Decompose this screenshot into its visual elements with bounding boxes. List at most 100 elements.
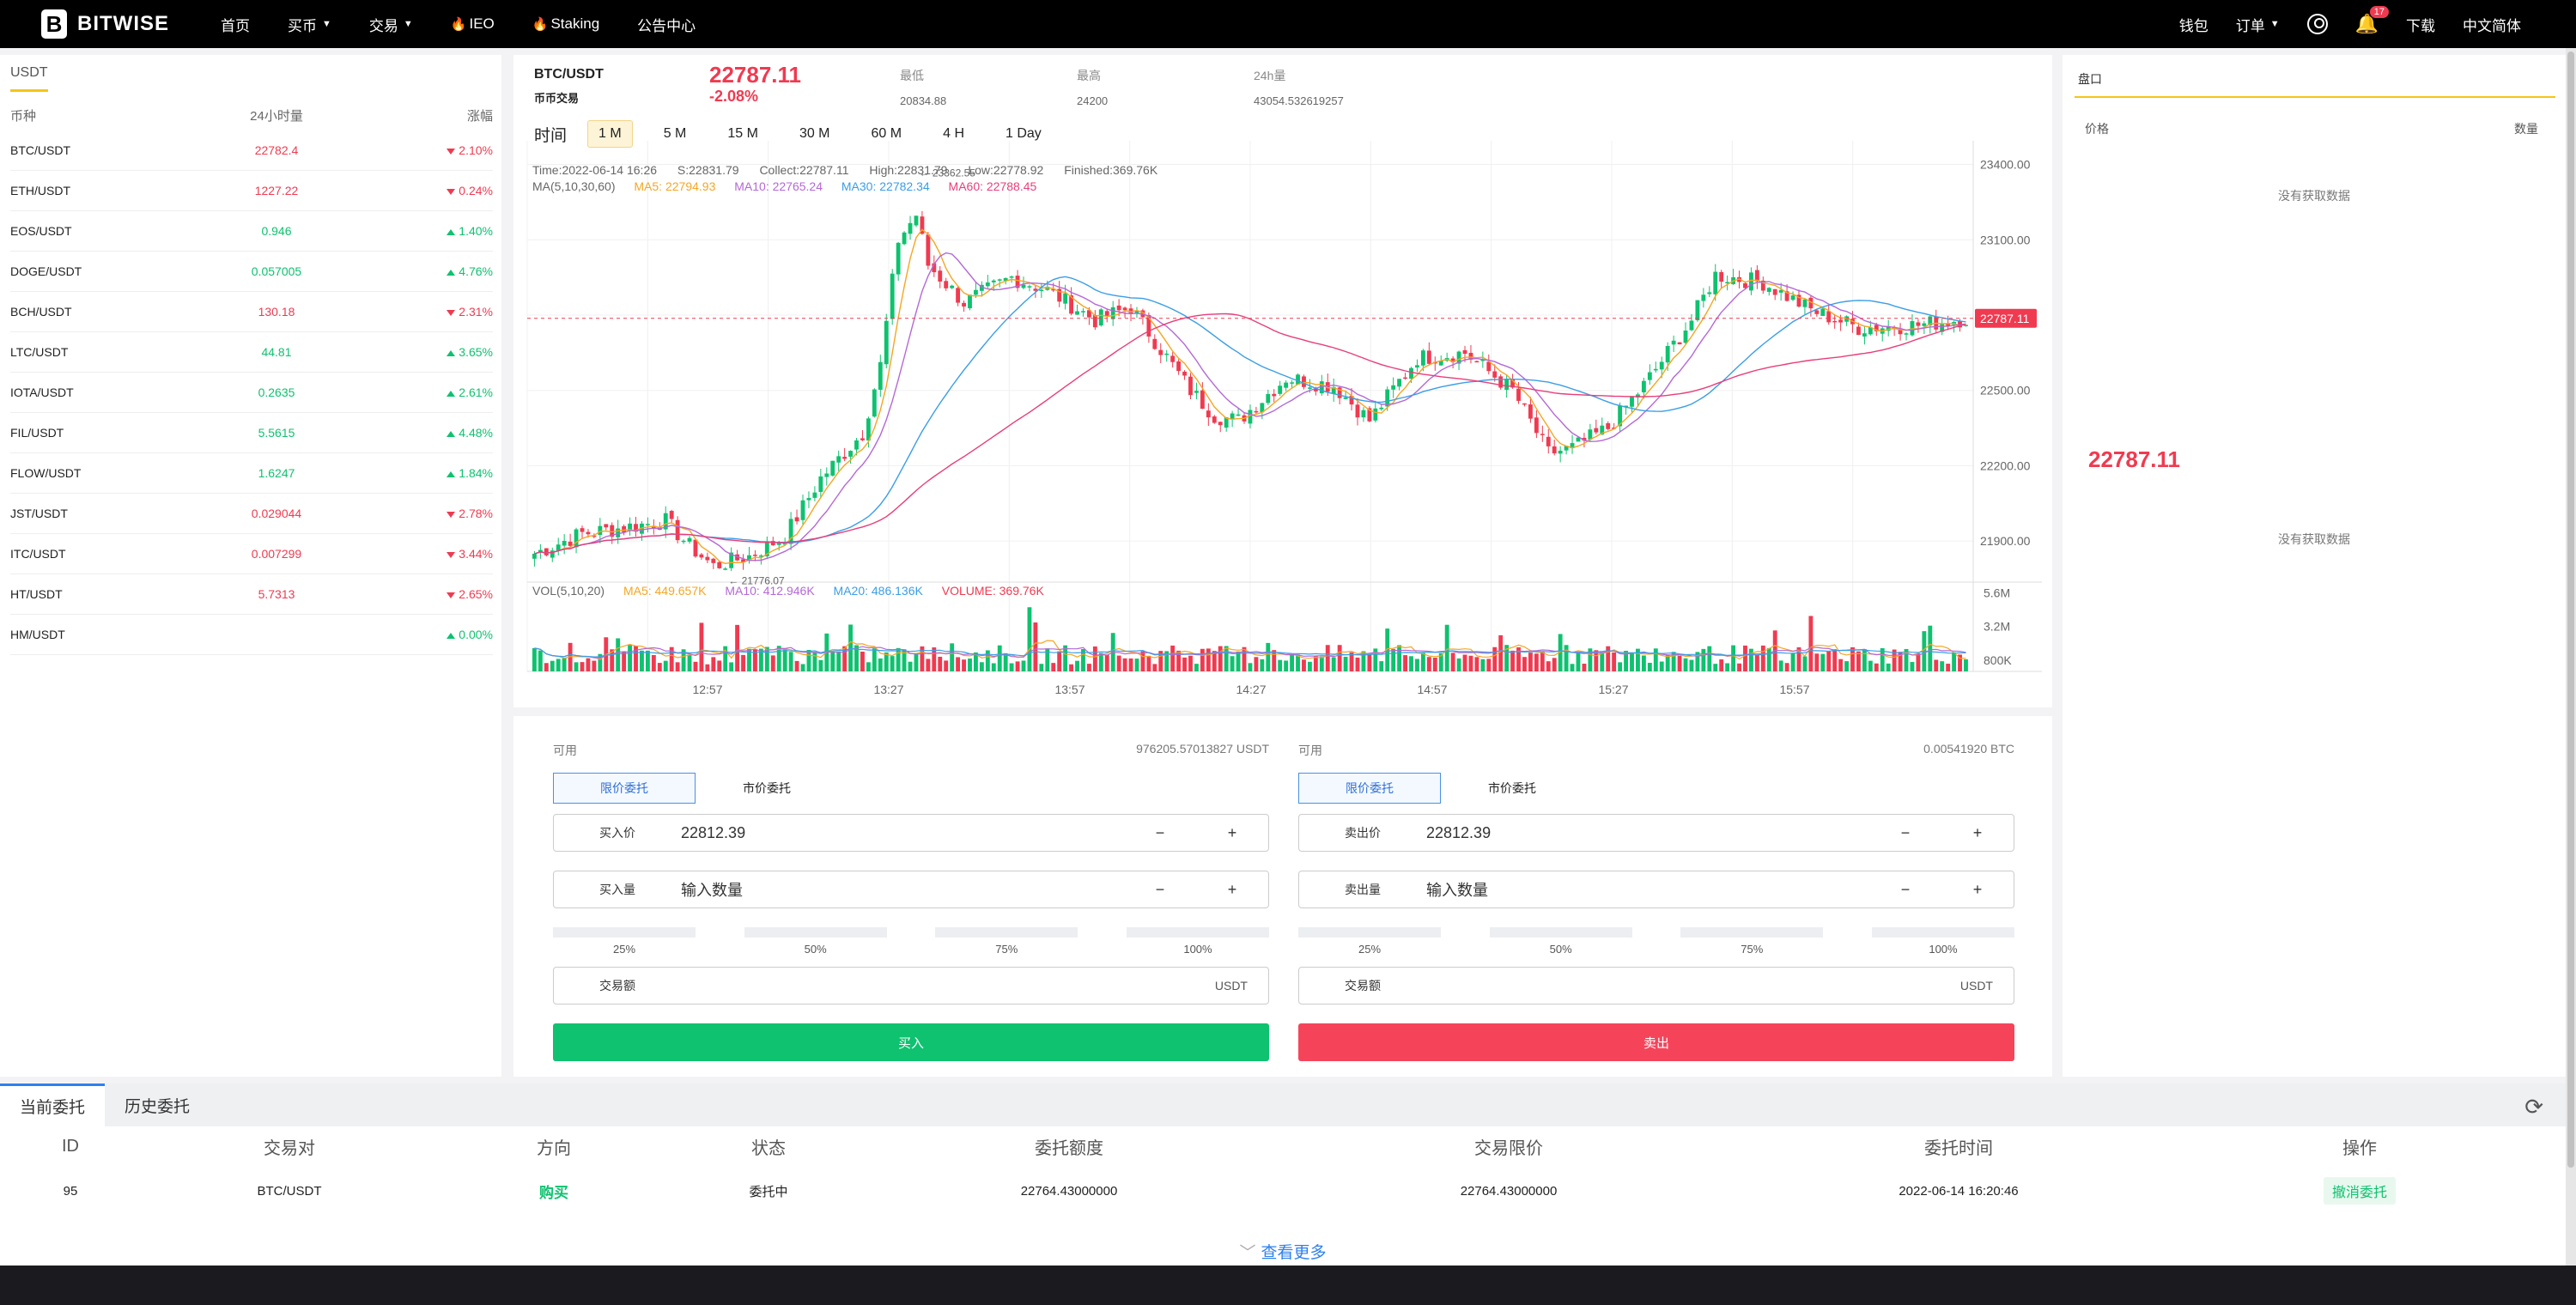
arrow-up-icon — [447, 430, 456, 437]
candle-body — [1570, 443, 1575, 449]
tab-history-orders[interactable]: 历史委托 — [124, 1097, 190, 1116]
refresh-icon[interactable]: ⟳ — [2524, 1094, 2543, 1120]
list-item[interactable]: LTC/USDT 44.81 3.65% — [10, 332, 493, 373]
list-item[interactable]: ITC/USDT 0.007299 3.44% — [10, 534, 493, 574]
sell-tab-limit[interactable]: 限价委托 — [1298, 773, 1441, 804]
volume-bar — [1952, 652, 1957, 671]
volume-bar — [1480, 659, 1485, 671]
volume-bar — [592, 660, 597, 671]
sell-price-decrement[interactable]: − — [1900, 823, 1911, 841]
interval-30m[interactable]: 30 M — [799, 126, 830, 141]
volume-bar — [1128, 658, 1133, 671]
tab-current-orders[interactable]: 当前委托 — [0, 1083, 105, 1126]
buy-tab-market[interactable]: 市价委托 — [743, 781, 791, 795]
list-item[interactable]: JST/USDT 0.029044 2.78% — [10, 494, 493, 534]
sell-qty-field[interactable]: 卖出量 输入数量 − + — [1298, 871, 2014, 908]
volume-bar — [962, 659, 966, 671]
list-item[interactable]: FIL/USDT 5.5615 4.48% — [10, 413, 493, 453]
candle-body — [628, 523, 632, 531]
page-scrollbar[interactable] — [2566, 48, 2576, 1266]
list-item[interactable]: HT/USDT 5.7313 2.65% — [10, 574, 493, 615]
download-link[interactable]: 下载 — [2406, 17, 2435, 34]
buy-tab-limit[interactable]: 限价委托 — [553, 773, 696, 804]
buy-qty-field[interactable]: 买入量 输入数量 − + — [553, 871, 1269, 908]
market-change-value: 3.65% — [459, 345, 493, 359]
buy-pct-25[interactable]: 25% — [553, 927, 696, 956]
chart-panel: BTC/USDT 币币交易 22787.11 -2.08% 最低 20834.88… — [513, 55, 2052, 707]
buy-button[interactable]: 买入 — [553, 1023, 1269, 1061]
list-item[interactable]: DOGE/USDT 0.057005 4.76% — [10, 252, 493, 292]
user-icon[interactable] — [2306, 14, 2328, 34]
scrollbar-thumb[interactable] — [2567, 52, 2574, 1168]
volume-bar — [788, 652, 793, 671]
candle-body — [1152, 338, 1157, 349]
col-limit: 交易限价 — [1474, 1138, 1543, 1158]
sell-pct-50[interactable]: 50% — [1489, 927, 1632, 956]
buy-pct-100[interactable]: 100% — [1126, 927, 1269, 956]
buy-pct-50[interactable]: 50% — [744, 927, 887, 956]
sell-qty-input[interactable]: 输入数量 — [1426, 882, 1488, 899]
buy-pct-75[interactable]: 75% — [935, 927, 1078, 956]
sell-qty-increment[interactable]: + — [1972, 880, 1983, 898]
buy-qty-decrement[interactable]: − — [1155, 880, 1165, 898]
wallet-link[interactable]: 钱包 — [2178, 17, 2208, 34]
min-price-annotation: ← 21776.07 — [728, 574, 785, 586]
candle-body — [1820, 308, 1826, 316]
orders-menu[interactable]: 订单 ▼ — [2236, 14, 2280, 35]
logo[interactable]: B BITWISE — [41, 9, 169, 39]
candle-body — [1319, 381, 1324, 394]
candle-body — [1928, 316, 1933, 325]
candle-body — [1003, 277, 1008, 282]
nav-item-label: 首页 — [221, 17, 250, 34]
nav-item-4[interactable]: 🔥 Staking — [532, 15, 599, 33]
interval-1m[interactable]: 1 M — [587, 120, 633, 148]
buy-qty-input[interactable]: 输入数量 — [681, 882, 743, 899]
volume-bar — [1612, 652, 1617, 671]
volume-bar — [1671, 652, 1676, 671]
sell-price-field[interactable]: 卖出价 22812.39 − + — [1298, 814, 2014, 852]
buy-qty-increment[interactable]: + — [1227, 880, 1237, 898]
buy-amount-field[interactable]: 交易额 USDT — [553, 967, 1269, 1005]
language-select[interactable]: 中文简体 — [2463, 17, 2521, 34]
list-item[interactable]: FLOW/USDT 1.6247 1.84% — [10, 453, 493, 494]
list-item[interactable]: IOTA/USDT 0.2635 2.61% — [10, 373, 493, 413]
list-item[interactable]: BTC/USDT 22782.4 2.10% — [10, 130, 493, 171]
sell-pct-100[interactable]: 100% — [1871, 927, 2014, 956]
nav-item-0[interactable]: 首页 — [221, 14, 250, 35]
nav-item-5[interactable]: 公告中心 — [637, 14, 696, 35]
interval-5m[interactable]: 5 M — [663, 126, 687, 141]
candle-body — [1236, 414, 1241, 416]
list-item[interactable]: BCH/USDT 130.18 2.31% — [10, 292, 493, 332]
sell-pct-75[interactable]: 75% — [1680, 927, 1824, 956]
cancel-order-button[interactable]: 撤消委托 — [2323, 1177, 2396, 1205]
sell-qty-decrement[interactable]: − — [1900, 880, 1911, 898]
buy-price-increment[interactable]: + — [1227, 823, 1237, 841]
ticker-pair: BTC/USDT — [534, 67, 604, 82]
buy-price-field[interactable]: 买入价 22812.39 − + — [553, 814, 1269, 852]
candle-body — [1516, 388, 1521, 401]
market-tab-usdt[interactable]: USDT — [10, 65, 48, 92]
candle-body — [1415, 365, 1419, 368]
buy-price-decrement[interactable]: − — [1155, 823, 1165, 841]
sell-price-input[interactable]: 22812.39 — [1426, 823, 1492, 841]
buy-price-input[interactable]: 22812.39 — [681, 823, 746, 841]
interval-1day[interactable]: 1 Day — [1005, 126, 1042, 141]
bell-icon[interactable]: 🔔 17 — [2355, 6, 2389, 35]
list-item[interactable]: EOS/USDT 0.946 1.40% — [10, 211, 493, 252]
kline-chart[interactable]: 23400.0023100.0022800.0022500.0022200.00… — [513, 55, 2052, 707]
sell-price-increment[interactable]: + — [1972, 823, 1983, 841]
interval-60m[interactable]: 60 M — [871, 126, 902, 141]
interval-4h[interactable]: 4 H — [943, 126, 964, 141]
sell-pct-25[interactable]: 25% — [1298, 927, 1441, 956]
sell-button[interactable]: 卖出 — [1298, 1023, 2014, 1061]
nav-item-3[interactable]: 🔥 IEO — [451, 15, 495, 33]
nav-item-1[interactable]: 买币 ▼ — [288, 14, 331, 35]
volume-bar — [1964, 659, 1968, 671]
list-item[interactable]: HM/USDT 0.00% — [10, 615, 493, 655]
sell-tab-market[interactable]: 市价委托 — [1488, 781, 1536, 795]
interval-15m[interactable]: 15 M — [727, 126, 758, 141]
list-item[interactable]: ETH/USDT 1227.22 0.24% — [10, 171, 493, 211]
view-more-link[interactable]: ﹀ 查看更多 — [0, 1240, 2566, 1263]
nav-item-2[interactable]: 交易 ▼ — [369, 14, 413, 35]
sell-amount-field[interactable]: 交易额 USDT — [1298, 967, 2014, 1005]
